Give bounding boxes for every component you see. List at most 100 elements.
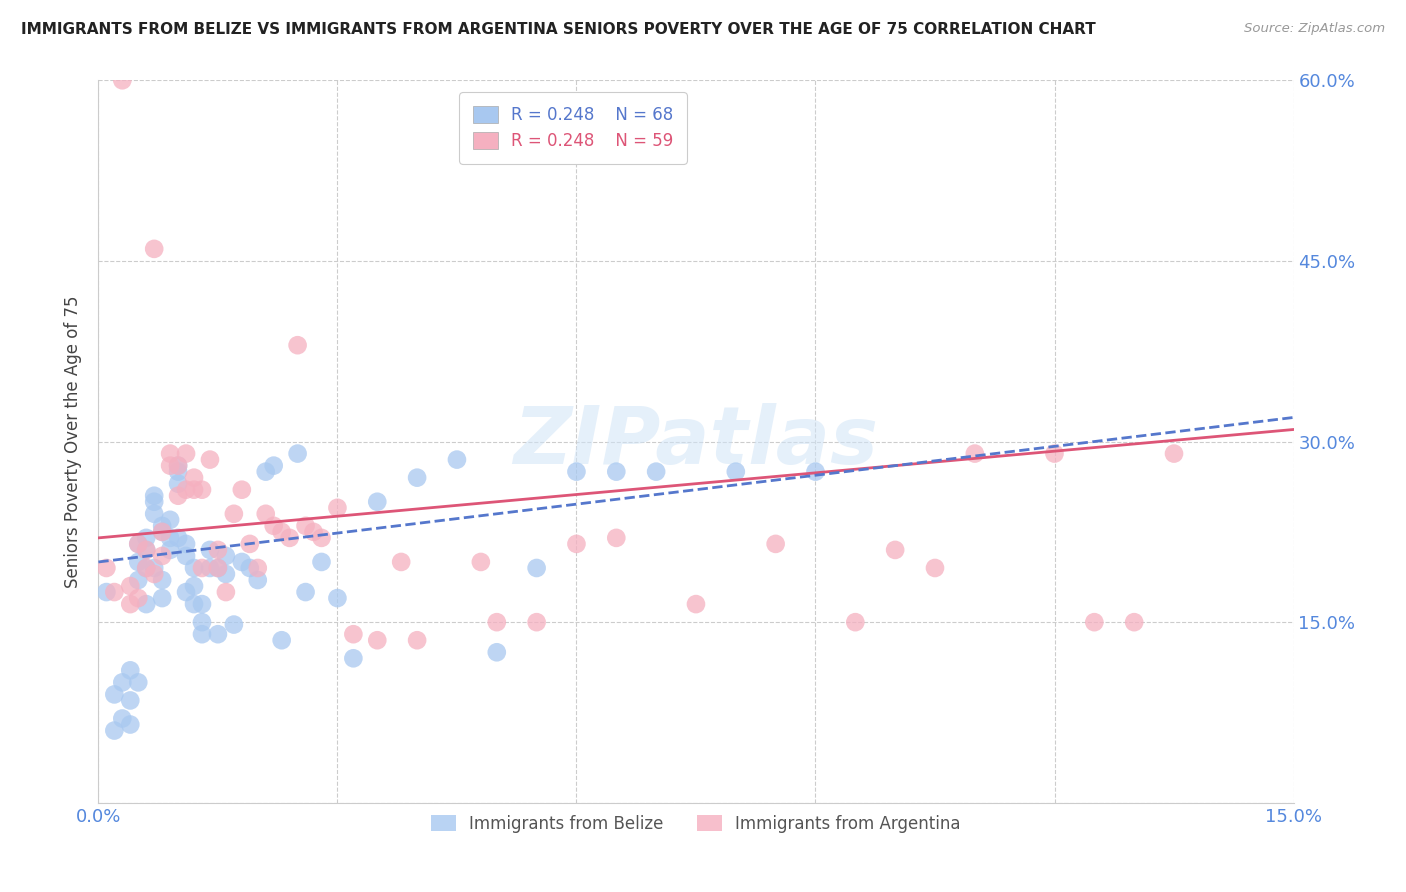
Point	[167, 476, 190, 491]
Point	[239, 537, 262, 551]
Point	[135, 561, 157, 575]
Point	[127, 573, 149, 587]
Point	[143, 494, 166, 508]
Point	[135, 597, 157, 611]
Point	[406, 633, 429, 648]
Point	[263, 518, 285, 533]
Point	[804, 465, 827, 479]
Point	[174, 549, 197, 563]
Point	[287, 446, 309, 460]
Point	[120, 664, 142, 678]
Point	[127, 537, 149, 551]
Point	[143, 507, 166, 521]
Point	[167, 465, 190, 479]
Point	[183, 483, 205, 497]
Point	[302, 524, 325, 539]
Point	[120, 717, 142, 731]
Point	[526, 615, 548, 630]
Point	[526, 561, 548, 575]
Point	[254, 507, 277, 521]
Point	[167, 458, 190, 473]
Point	[135, 531, 157, 545]
Point	[565, 537, 588, 551]
Point	[150, 549, 173, 563]
Point	[215, 549, 238, 563]
Point	[278, 531, 301, 545]
Point	[924, 561, 946, 575]
Point	[191, 615, 214, 630]
Point	[287, 338, 309, 352]
Point	[222, 617, 245, 632]
Point	[127, 537, 149, 551]
Point	[167, 458, 190, 473]
Point	[270, 633, 292, 648]
Point	[342, 651, 364, 665]
Point	[120, 597, 142, 611]
Point	[198, 452, 221, 467]
Point	[183, 470, 205, 484]
Point	[103, 687, 125, 701]
Point	[294, 585, 316, 599]
Text: IMMIGRANTS FROM BELIZE VS IMMIGRANTS FROM ARGENTINA SENIORS POVERTY OVER THE AGE: IMMIGRANTS FROM BELIZE VS IMMIGRANTS FRO…	[21, 22, 1095, 37]
Point	[111, 73, 134, 87]
Point	[565, 465, 588, 479]
Point	[150, 524, 173, 539]
Point	[103, 723, 125, 738]
Point	[198, 542, 221, 557]
Point	[207, 542, 229, 557]
Point	[174, 483, 197, 497]
Point	[183, 579, 205, 593]
Point	[311, 555, 333, 569]
Point	[342, 627, 364, 641]
Point	[605, 465, 627, 479]
Point	[765, 537, 787, 551]
Point	[311, 531, 333, 545]
Point	[191, 483, 214, 497]
Point	[198, 561, 221, 575]
Point	[844, 615, 866, 630]
Point	[724, 465, 747, 479]
Point	[1083, 615, 1105, 630]
Point	[150, 518, 173, 533]
Point	[183, 561, 205, 575]
Point	[406, 470, 429, 484]
Point	[111, 712, 134, 726]
Point	[174, 446, 197, 460]
Point	[446, 452, 468, 467]
Point	[120, 693, 142, 707]
Point	[207, 561, 229, 575]
Point	[183, 597, 205, 611]
Point	[120, 579, 142, 593]
Point	[150, 591, 173, 605]
Point	[239, 561, 262, 575]
Point	[1163, 446, 1185, 460]
Point	[111, 675, 134, 690]
Point	[215, 567, 238, 582]
Point	[326, 500, 349, 515]
Point	[231, 555, 253, 569]
Point	[135, 542, 157, 557]
Point	[103, 585, 125, 599]
Point	[159, 513, 181, 527]
Point	[215, 585, 238, 599]
Point	[174, 537, 197, 551]
Point	[191, 597, 214, 611]
Point	[1043, 446, 1066, 460]
Point	[207, 627, 229, 641]
Point	[246, 573, 269, 587]
Point	[231, 483, 253, 497]
Point	[884, 542, 907, 557]
Point	[167, 489, 190, 503]
Point	[127, 675, 149, 690]
Point	[485, 615, 508, 630]
Point	[685, 597, 707, 611]
Point	[174, 585, 197, 599]
Point	[159, 458, 181, 473]
Point	[645, 465, 668, 479]
Legend: Immigrants from Belize, Immigrants from Argentina: Immigrants from Belize, Immigrants from …	[423, 806, 969, 841]
Point	[270, 524, 292, 539]
Point	[143, 567, 166, 582]
Y-axis label: Seniors Poverty Over the Age of 75: Seniors Poverty Over the Age of 75	[65, 295, 83, 588]
Point	[326, 591, 349, 605]
Point	[366, 494, 388, 508]
